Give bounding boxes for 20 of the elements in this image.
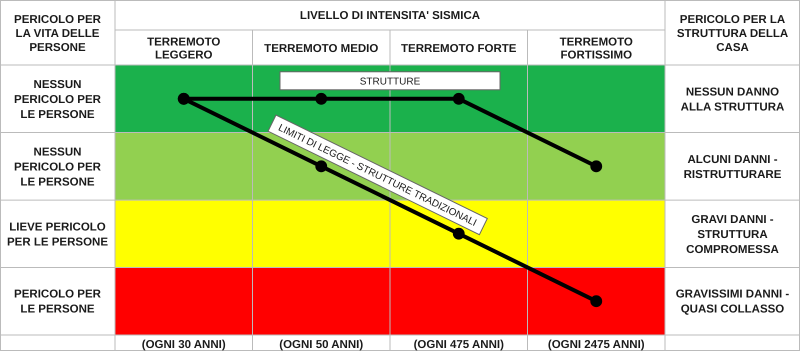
y-axis-title: PERICOLO PER LA VITA DELLE PERSONE	[14, 14, 102, 54]
x-tick-label: TERREMOTO MEDIO	[264, 43, 378, 56]
x-tick-label: TERREMOTO LEGGERO	[147, 36, 220, 62]
x-tick-label: TERREMOTO FORTISSIMO	[560, 36, 633, 62]
text: (OGNI 30 ANNI)	[142, 339, 226, 351]
band-label: LIEVE PERICOLO PER LE PERSONE	[7, 221, 108, 248]
text: ALCUNI DANNI - RISTRUTTURARE	[684, 154, 782, 181]
text: (OGNI 2475 ANNI)	[548, 339, 645, 351]
x-axis-title: LIVELLO DI INTENSITA' SISMICA	[300, 10, 480, 22]
series-label: STRUTTURE	[360, 76, 421, 88]
band-label: NESSUN PERICOLO PER LE PERSONE	[14, 78, 102, 121]
text: (OGNI 50 ANNI)	[279, 339, 364, 351]
text: GRAVISSIMI DANNI - QUASI COLLASSO	[676, 288, 790, 316]
text: (OGNI 475 ANNI)	[414, 339, 504, 351]
band-label: PERICOLO PER LE PERSONE	[14, 288, 102, 316]
band-label: NESSUN PERICOLO PER LE PERSONE	[14, 146, 102, 188]
y2-axis-title: PERICOLO PER LA STRUTTURA DELLA CASA	[676, 14, 788, 54]
text: GRAVI DANNI - STRUTTURA COMPROMESSA	[686, 214, 779, 256]
x-tick-label: TERREMOTO FORTE	[401, 43, 517, 56]
text: NESSUN DANNO ALLA STRUTTURA	[680, 86, 784, 114]
